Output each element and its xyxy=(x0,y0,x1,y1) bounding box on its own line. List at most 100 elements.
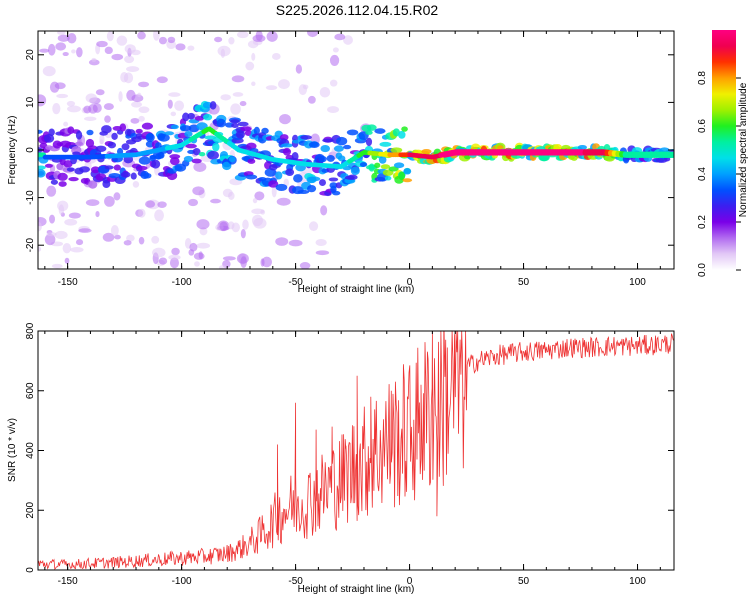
spectral-band-blob xyxy=(68,177,79,182)
spectral-noise-blob xyxy=(265,85,278,91)
spectral-band-blob xyxy=(285,168,295,177)
spectral-band-blob xyxy=(247,158,256,164)
spectral-band-blob xyxy=(50,179,59,185)
colorbar-tick-label: 0.6 xyxy=(697,119,708,133)
y-tick-label: -20 xyxy=(25,238,36,253)
y-tick-label: 400 xyxy=(25,442,36,459)
spectral-noise-blob xyxy=(158,36,167,45)
spectral-band-blob xyxy=(229,156,236,163)
spectral-noise-blob xyxy=(138,106,150,114)
spectral-band-blob xyxy=(66,167,75,172)
spectral-band-blob xyxy=(74,141,84,146)
spectral-band-blob xyxy=(38,169,46,178)
spectral-noise-blob xyxy=(49,81,60,93)
spectral-noise-blob xyxy=(319,86,331,98)
spectrogram-marks xyxy=(38,31,674,269)
colorbar-tick-label: 0.8 xyxy=(697,71,708,85)
spectral-noise-blob xyxy=(58,204,65,216)
spectral-noise-blob xyxy=(78,228,92,233)
y-tick-label: -10 xyxy=(25,190,36,205)
y-tick-label: 200 xyxy=(25,501,36,518)
spectral-band-blob xyxy=(120,171,131,178)
spectral-noise-blob xyxy=(220,94,231,101)
spectral-band-blob xyxy=(245,174,258,180)
spectral-band-blob xyxy=(282,147,292,156)
spectral-noise-blob xyxy=(254,191,265,201)
spectral-band-blob xyxy=(300,135,312,140)
spectral-band-blob xyxy=(209,101,217,110)
spectral-noise-blob xyxy=(261,256,272,268)
spectral-noise-blob xyxy=(62,242,72,254)
spectral-noise-blob xyxy=(66,100,76,107)
spectral-noise-blob xyxy=(276,197,291,206)
snr-marks xyxy=(38,331,674,570)
spectral-noise-blob xyxy=(70,247,84,253)
x-tick-label: -50 xyxy=(288,576,303,587)
spectral-band-blob xyxy=(101,125,112,134)
spectral-band-blob xyxy=(157,133,170,142)
y-tick-label: 20 xyxy=(25,49,36,61)
spectral-noise-blob xyxy=(96,40,108,48)
spectral-noise-blob xyxy=(103,103,114,110)
spectral-noise-blob xyxy=(168,92,181,97)
spectral-noise-blob xyxy=(124,55,135,64)
spectral-noise-blob xyxy=(137,92,142,98)
spectral-band-blob xyxy=(421,148,432,155)
spectral-band-blob xyxy=(359,162,368,168)
spectral-band-blob xyxy=(279,134,289,141)
snr-ylabel: SNR (10 * v/v) xyxy=(7,418,18,482)
spectral-band-blob xyxy=(222,161,232,171)
snr-xlabel: Height of straight line (km) xyxy=(298,584,415,595)
spectral-noise-blob xyxy=(239,101,247,107)
spectral-band-blob xyxy=(119,123,127,132)
spectral-band-blob xyxy=(111,132,118,140)
spectral-band-blob xyxy=(85,138,95,148)
spectral-noise-blob xyxy=(62,52,69,57)
colorbar-tick-label: 0.2 xyxy=(697,215,708,229)
spectral-band-blob xyxy=(297,189,310,194)
spectral-noise-blob xyxy=(132,181,140,188)
spectral-noise-blob xyxy=(302,84,309,90)
spectral-noise-blob xyxy=(252,197,258,204)
spectral-noise-blob xyxy=(334,33,346,41)
spectral-band-blob xyxy=(350,166,360,176)
spectral-noise-blob xyxy=(231,222,240,233)
spectral-noise-blob xyxy=(138,236,145,245)
spectral-band-blob xyxy=(207,150,219,160)
spectral-noise-blob xyxy=(55,42,67,51)
spectral-noise-blob xyxy=(68,212,81,219)
colorbar-tick-label: 0.0 xyxy=(697,263,708,277)
spectral-band-blob xyxy=(380,164,391,170)
spectral-noise-blob xyxy=(251,208,265,215)
y-tick-label: 10 xyxy=(25,96,36,108)
spectral-band-blob xyxy=(143,172,152,179)
x-tick-label: 100 xyxy=(629,277,646,288)
spectral-noise-blob xyxy=(169,257,180,269)
spectral-noise-blob xyxy=(44,233,56,246)
x-tick-label: 0 xyxy=(407,277,413,288)
spectral-band-blob xyxy=(164,131,175,136)
spectral-noise-blob xyxy=(85,93,97,103)
spectral-noise-blob xyxy=(253,217,267,229)
spectral-band-blob xyxy=(237,121,249,127)
snr-background xyxy=(38,331,674,570)
spectral-band-blob xyxy=(388,166,399,172)
spectral-band-blob xyxy=(240,126,252,132)
spectral-noise-blob xyxy=(46,232,57,237)
spectral-noise-blob xyxy=(130,117,140,124)
spectral-band-blob xyxy=(293,174,303,183)
spectral-noise-blob xyxy=(315,250,330,256)
spectral-noise-blob xyxy=(39,48,50,53)
spectral-noise-blob xyxy=(131,101,143,108)
spectral-band-blob xyxy=(192,147,201,156)
spectral-band-blob xyxy=(253,126,260,135)
spectral-noise-blob xyxy=(64,218,78,226)
snr-series-line xyxy=(38,331,674,570)
spectral-band-blob xyxy=(141,122,154,130)
spectral-band-blob xyxy=(318,179,326,186)
spectral-noise-blob xyxy=(92,103,102,113)
spectral-noise-blob xyxy=(329,79,338,87)
spectral-noise-blob xyxy=(175,43,186,51)
spectral-band-blob xyxy=(343,144,352,150)
spectral-noise-blob xyxy=(210,198,221,204)
